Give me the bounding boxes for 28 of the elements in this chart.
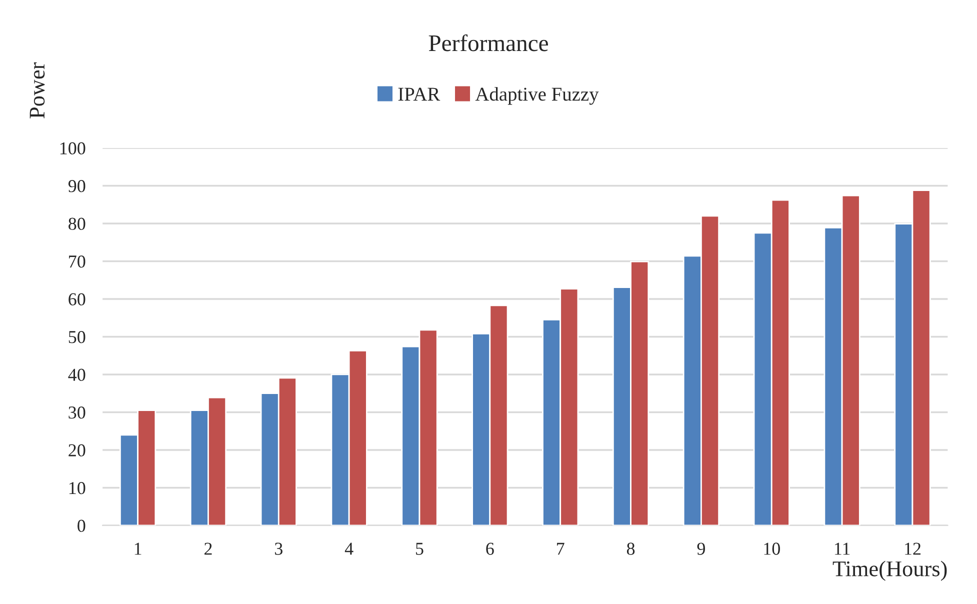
x-tick-label: 1 — [134, 542, 142, 555]
x-tick-label: 6 — [486, 542, 494, 555]
x-axis-title: Time(Hours) — [832, 560, 947, 581]
y-tick-label: 50 — [68, 330, 86, 344]
y-tick-label: 80 — [68, 218, 86, 230]
y-tick-label: 100 — [60, 142, 86, 154]
chart-title: Performance — [428, 34, 548, 52]
x-tick-label: 8 — [626, 542, 635, 555]
x-tick-label: 10 — [764, 542, 780, 555]
y-tick-label: 30 — [68, 406, 86, 419]
x-tick-label: 9 — [697, 542, 705, 555]
x-tick-label: 4 — [344, 542, 354, 555]
x-tick-label: 5 — [416, 542, 424, 555]
y-tick-label: 0 — [78, 520, 86, 532]
legend-label: Adaptive Fuzzy — [475, 87, 599, 105]
x-tick-label: 7 — [557, 542, 564, 555]
y-tick-label: 90 — [68, 180, 86, 192]
x-tick-label: 3 — [275, 542, 282, 555]
x-tick-label: 11 — [834, 542, 850, 555]
x-tick-label: 2 — [204, 542, 212, 555]
y-tick-label: 10 — [69, 482, 86, 494]
x-tick-label: 12 — [905, 542, 921, 555]
legend-label: IPAR — [398, 88, 440, 101]
y-tick-label: 70 — [69, 255, 86, 268]
y-axis-title: Power — [30, 62, 45, 118]
y-tick-label: 20 — [68, 444, 86, 456]
y-tick-label: 40 — [68, 368, 86, 381]
y-tick-label: 60 — [68, 293, 86, 306]
